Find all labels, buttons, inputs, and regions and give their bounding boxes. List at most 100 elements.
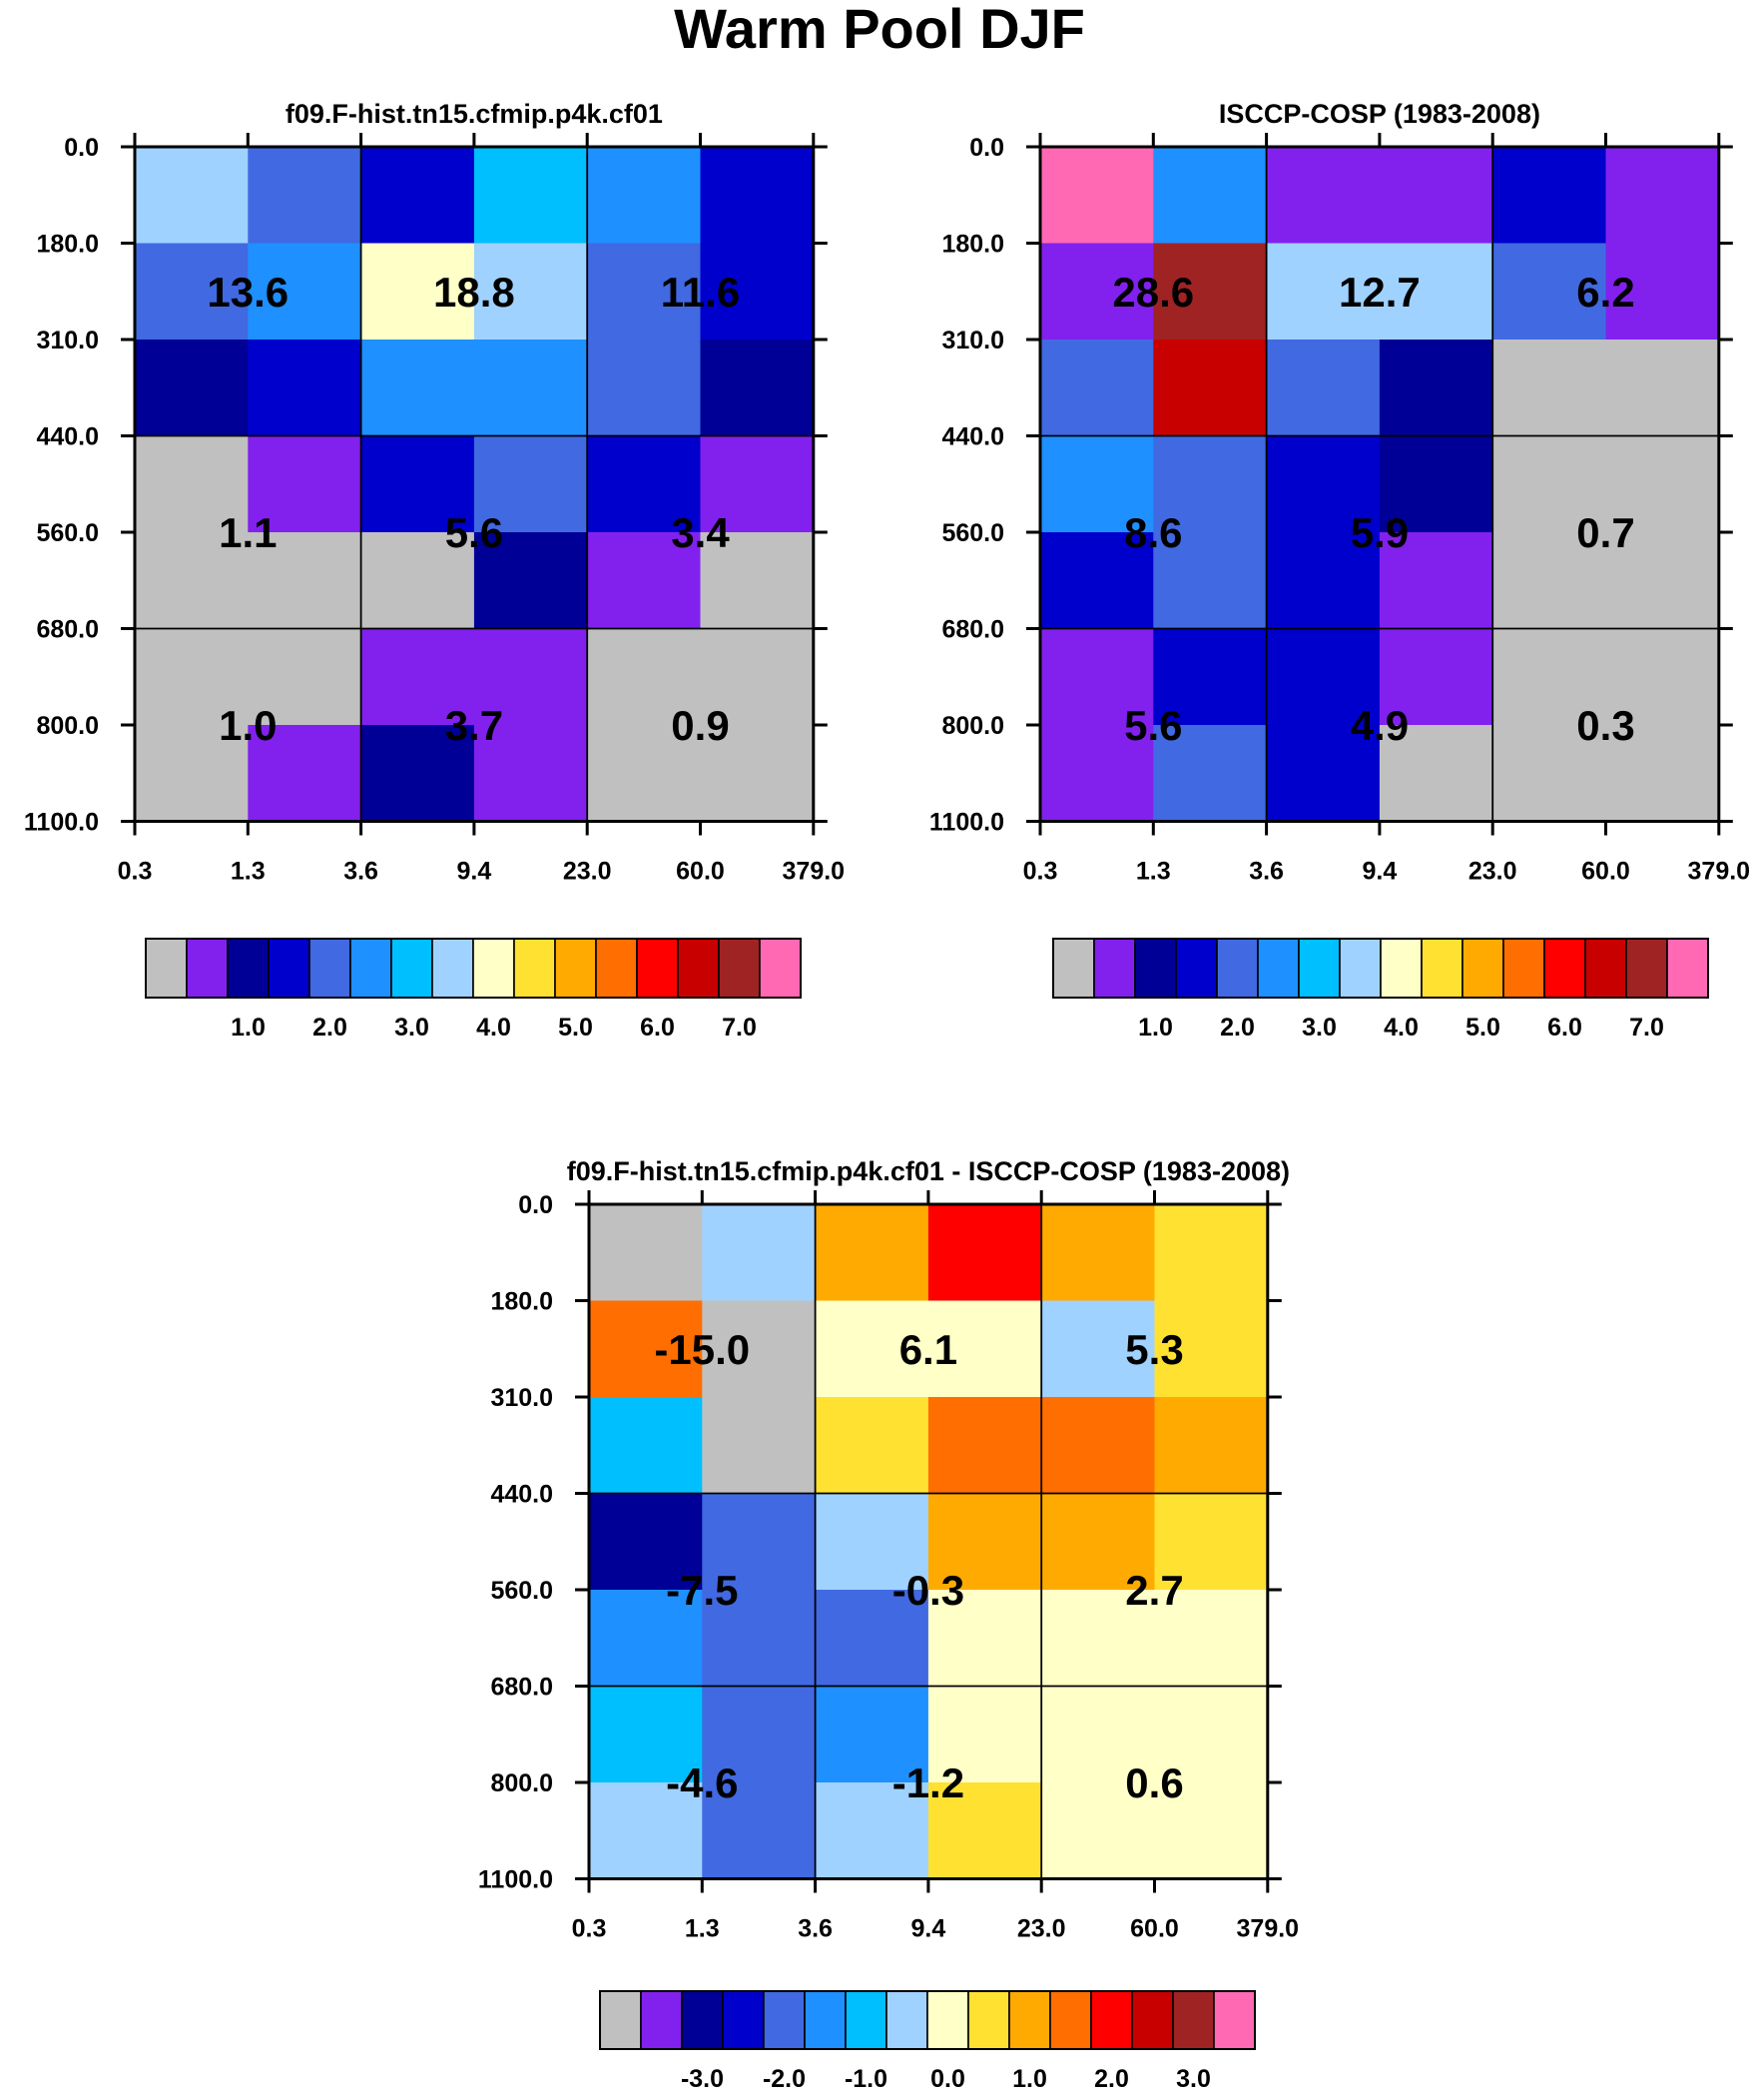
heatmap-cell	[702, 1204, 817, 1302]
heatmap-cell	[815, 1300, 929, 1398]
x-tick-label: 60.0	[1581, 858, 1630, 886]
colorbar: -3.0 -2.0 -1.0 0.0 1.0 2.0 3.0	[599, 1990, 1256, 2093]
colorbar-swatch	[1339, 938, 1382, 999]
heatmap-cell	[815, 1782, 929, 1880]
colorbar-label: 0.0	[930, 2065, 965, 2093]
box-value-label: 12.7	[1339, 269, 1421, 316]
heatmap-cell	[702, 1300, 817, 1398]
heatmap-cell	[700, 628, 815, 726]
colorbar-label: 7.0	[1629, 1014, 1664, 1042]
heatmap-cell	[589, 1686, 703, 1783]
heatmap-cell	[1492, 532, 1607, 630]
heatmap-cell	[927, 1590, 1042, 1688]
y-tick-label: 800.0	[36, 712, 99, 740]
x-tick-label: 0.3	[1023, 858, 1058, 886]
heatmap-cell	[1154, 1204, 1269, 1302]
heatmap-cell	[1153, 147, 1268, 245]
box-value-label: 0.9	[671, 702, 729, 749]
box-value-label: 3.4	[671, 509, 730, 556]
x-tick-label: 23.0	[1468, 858, 1517, 886]
y-tick-label: 1100.0	[929, 809, 1004, 837]
box-value-label: 3.7	[445, 702, 503, 749]
box-value-label: 1.1	[219, 509, 277, 556]
colorbar-swatch	[885, 1990, 928, 2050]
heatmap-cell	[135, 147, 249, 245]
colorbar-swatch	[677, 938, 720, 999]
heatmap-cell	[135, 243, 249, 341]
heatmap-cell	[1492, 340, 1607, 437]
colorbar-swatch	[1216, 938, 1259, 999]
heatmap-cell	[702, 1686, 817, 1783]
heatmap-cell	[589, 1204, 703, 1302]
colorbar-frame	[1052, 938, 1709, 999]
box-value-label: 11.6	[661, 269, 740, 316]
box-value-label: 18.8	[433, 269, 515, 316]
heatmap-cell	[815, 1397, 929, 1495]
colorbar-swatch	[722, 1990, 765, 2050]
y-tick-label: 310.0	[36, 327, 99, 354]
heatmap-cell	[1153, 435, 1268, 533]
heatmap-cell	[702, 1493, 817, 1591]
colorbar-label: 3.0	[1176, 2065, 1211, 2093]
colorbar-label: 3.0	[1302, 1014, 1337, 1042]
y-tick-label: 680.0	[36, 616, 99, 644]
heatmap-cell	[1040, 628, 1154, 726]
heatmap-cell	[473, 532, 588, 630]
heatmap-cell	[360, 725, 475, 823]
heatmap-cell	[1605, 435, 1720, 533]
heatmap-cell	[1040, 725, 1154, 823]
x-tick-label: 379.0	[1688, 858, 1751, 886]
y-tick-label: 560.0	[36, 519, 99, 547]
heatmap-cell	[1040, 243, 1154, 341]
heatmap-cell	[1153, 243, 1268, 341]
heatmap-cell	[1041, 1782, 1156, 1880]
y-tick-label: 680.0	[490, 1674, 553, 1702]
box-value-label: 6.1	[899, 1326, 957, 1373]
colorbar-label: 5.0	[1466, 1014, 1500, 1042]
colorbar-label: -1.0	[845, 2065, 887, 2093]
colorbar-swatch	[513, 938, 556, 999]
colorbar-swatch	[1131, 1990, 1174, 2050]
colorbar-swatch	[1257, 938, 1300, 999]
colorbar-label: 6.0	[1547, 1014, 1582, 1042]
box-value-label: 5.9	[1351, 509, 1409, 556]
x-tick-label: 3.6	[1249, 858, 1284, 886]
colorbar-swatch	[1421, 938, 1464, 999]
heatmap-cell	[1041, 1300, 1156, 1398]
heatmap-cell	[1154, 1686, 1269, 1783]
heatmap-cell	[248, 435, 362, 533]
heatmap-cell	[473, 243, 588, 341]
heatmap-cell	[1041, 1493, 1156, 1591]
colorbar-label: 4.0	[476, 1014, 511, 1042]
y-tick-label: 440.0	[941, 423, 1004, 451]
box-value-label: 13.6	[207, 269, 289, 316]
heatmap-cell	[1266, 340, 1381, 437]
heatmap-cell	[135, 628, 249, 726]
heatmap-cell	[473, 340, 588, 437]
heatmap-cell	[587, 340, 702, 437]
heatmap-cell	[473, 147, 588, 245]
box-value-label: 0.7	[1576, 509, 1634, 556]
x-tick-label: 9.4	[911, 1915, 946, 1943]
heatmap-cell	[1040, 532, 1154, 630]
heatmap-cell	[360, 243, 475, 341]
heatmap-cell	[1266, 532, 1381, 630]
heatmap-cell	[1041, 1590, 1156, 1688]
colorbar-swatch	[759, 938, 802, 999]
heatmap-cell	[248, 243, 362, 341]
heatmap-cell	[1605, 725, 1720, 823]
colorbar-swatch	[1543, 938, 1586, 999]
colorbar-swatch	[1090, 1990, 1133, 2050]
heatmap-cell	[135, 532, 249, 630]
heatmap-cell	[700, 243, 815, 341]
colorbar-swatch	[390, 938, 433, 999]
y-tick-label: 180.0	[490, 1288, 553, 1316]
panel-3: f09.F-hist.tn15.cfmip.p4k.cf01 - ISCCP-C…	[478, 1156, 1299, 2093]
colorbar-swatch	[1172, 1990, 1215, 2050]
heatmap-cell	[1041, 1397, 1156, 1495]
colorbar-label: 3.0	[394, 1014, 429, 1042]
colorbar-label: 2.0	[1220, 1014, 1255, 1042]
colorbar: 1.0 2.0 3.0 4.0 5.0 6.0 7.0	[145, 938, 802, 1042]
heatmap-cell	[927, 1493, 1042, 1591]
panel-title: ISCCP-COSP (1983-2008)	[1219, 99, 1540, 129]
